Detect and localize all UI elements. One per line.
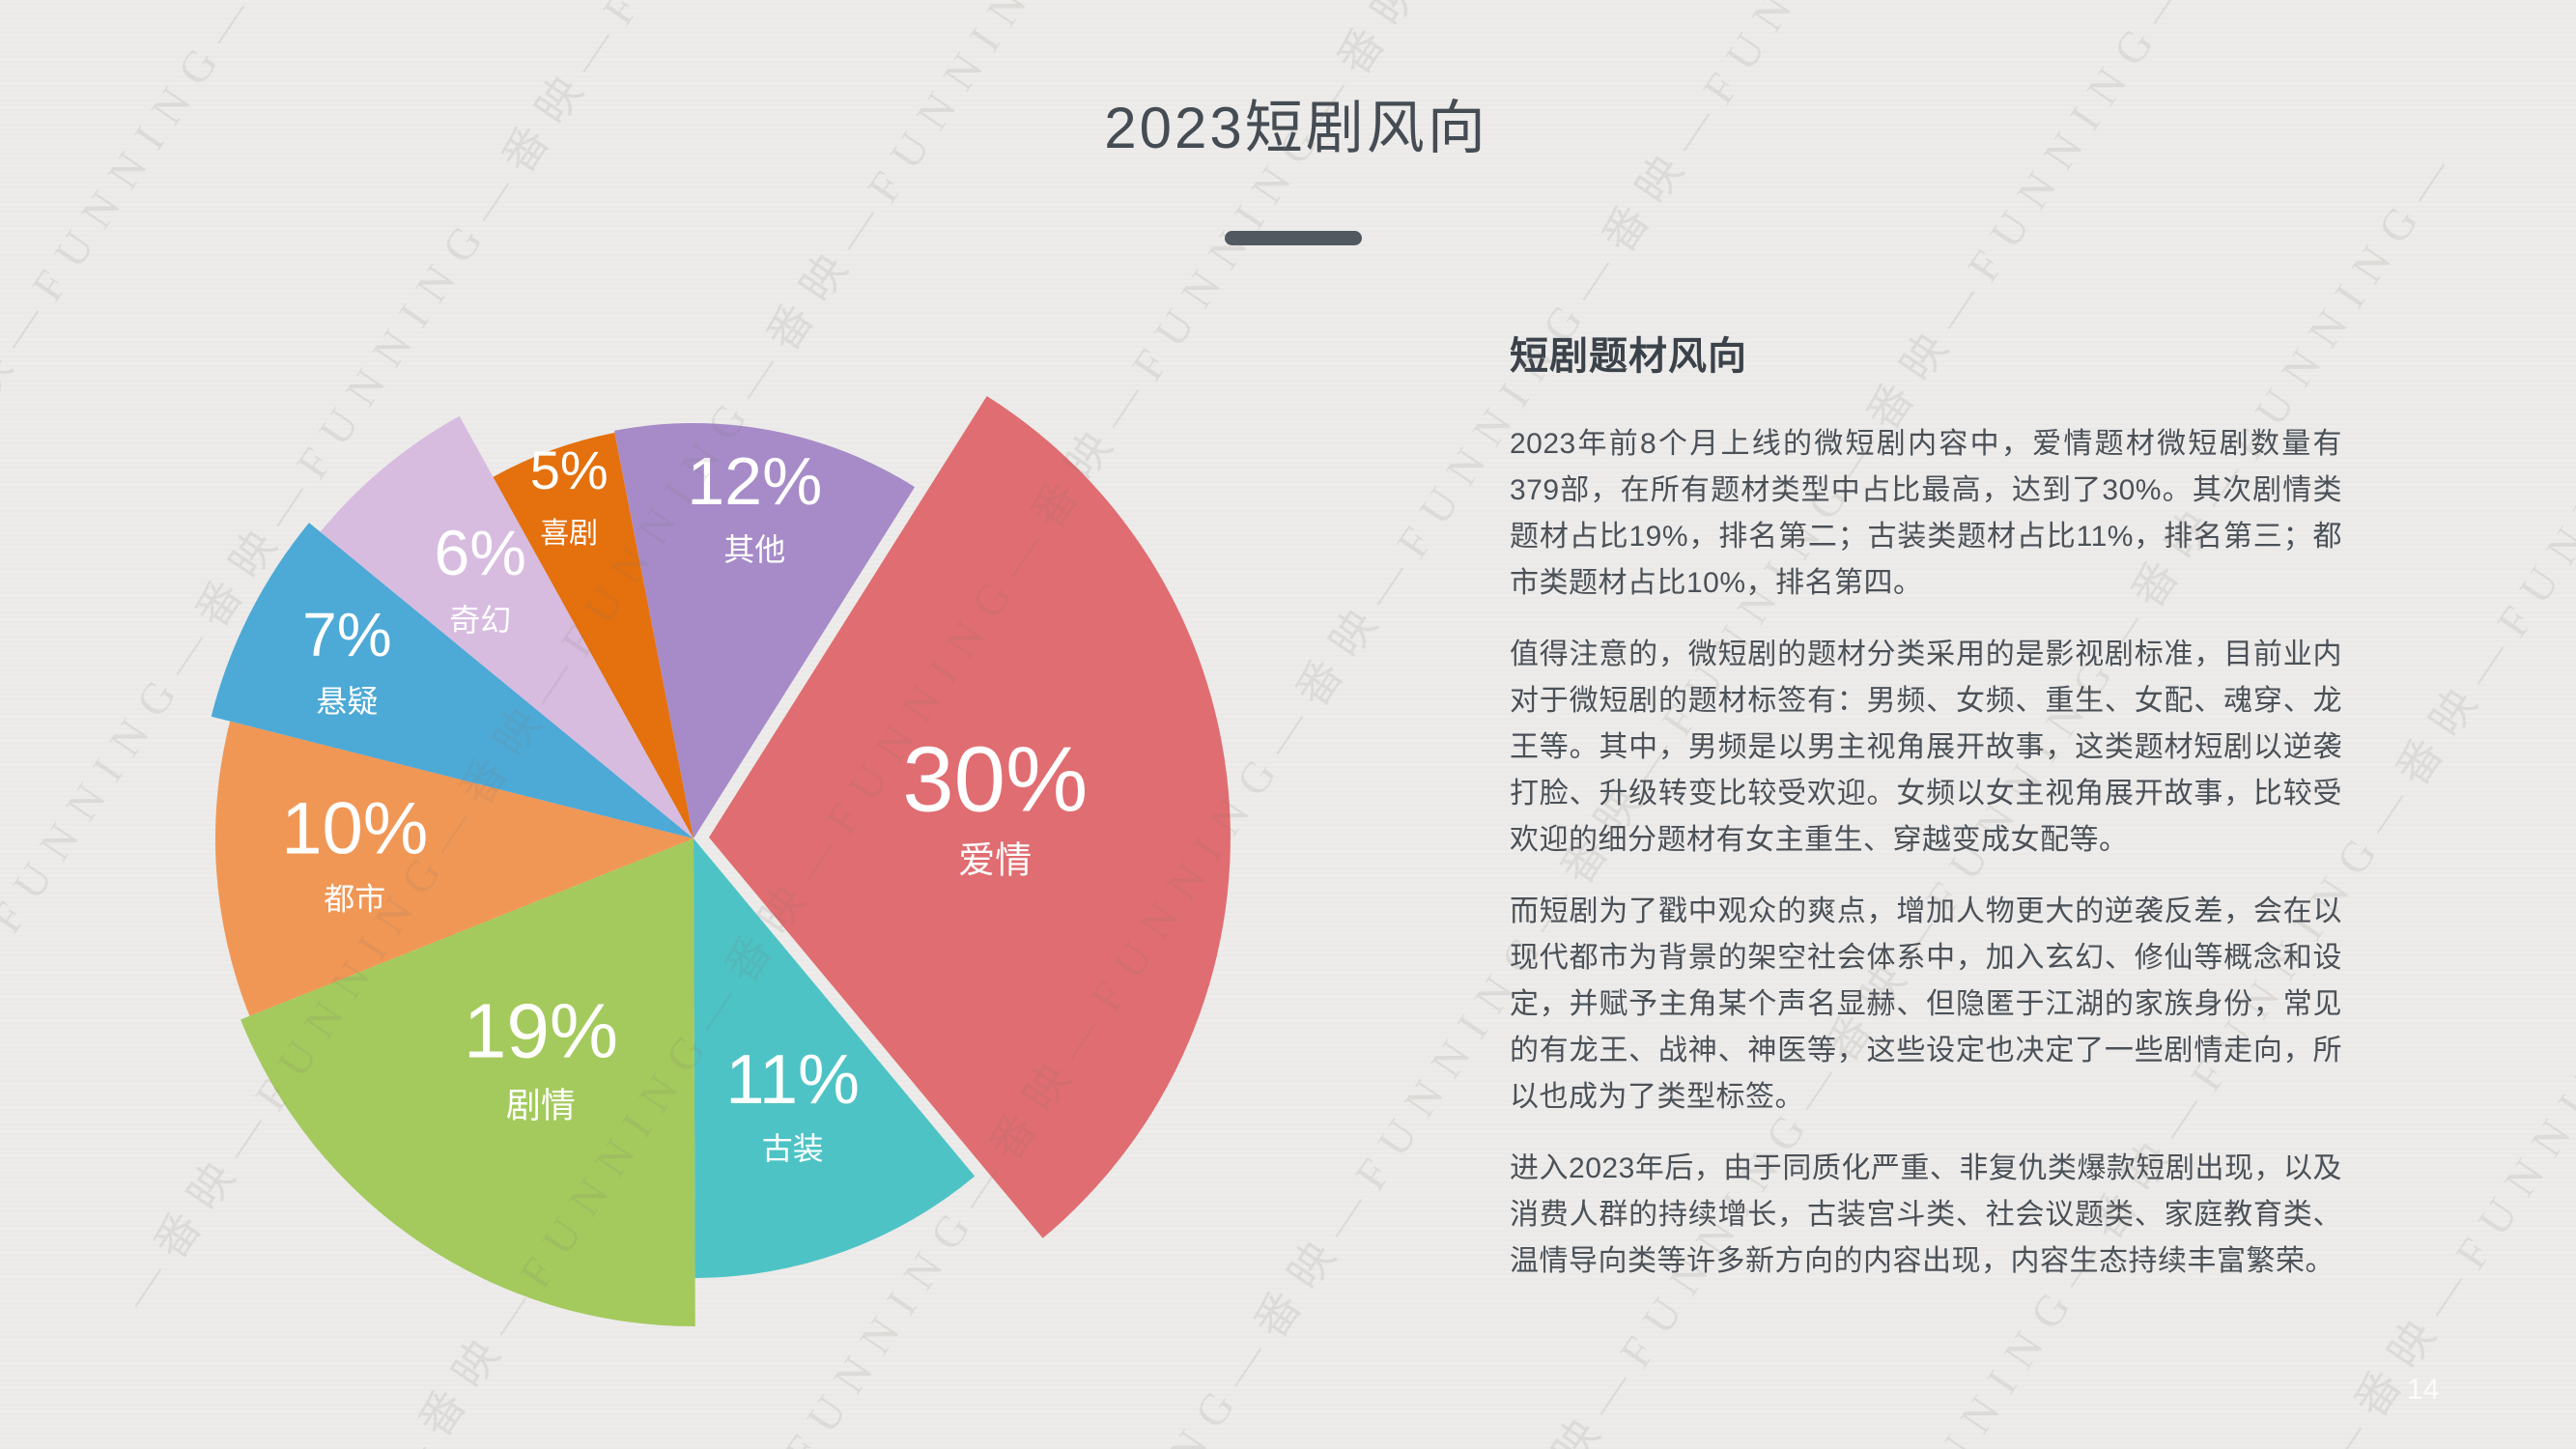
- pie-value-label-suspense: 7%: [302, 600, 392, 669]
- pie-slice-urban: [214, 721, 694, 1016]
- pie-name-label-romance: 爱情: [958, 840, 1032, 881]
- pie-value-label-fantasy: 6%: [435, 517, 526, 588]
- pie-value-label-costume: 11%: [725, 1041, 860, 1119]
- pie-value-label-drama: 19%: [464, 988, 618, 1074]
- page-title: 2023短剧风向: [1104, 96, 1488, 160]
- pie-label-suspense: 7% 悬疑: [302, 600, 392, 719]
- pie-label-romance: 30% 爱情: [902, 727, 1088, 881]
- pie-label-comedy: 5% 喜剧: [530, 440, 609, 550]
- article-paragraph: 值得注意的，微短剧的题材分类采用的是影视剧标准，目前业内对于微短剧的题材标签有：…: [1510, 639, 2342, 856]
- pie-label-costume: 11% 古装: [725, 1041, 860, 1166]
- pie-slice-costume: [694, 838, 976, 1278]
- article-heading: 短剧题材风向: [1510, 335, 1747, 378]
- pie-label-fantasy: 6% 奇幻: [435, 517, 526, 638]
- pie-slice-romance: [709, 396, 1231, 1238]
- title-underline: [1225, 231, 1362, 245]
- pie-name-label-urban: 都市: [324, 881, 385, 916]
- article-paragraph: 而短剧为了戳中观众的爽点，增加人物更大的逆袭反差，会在以现代都市为背景的架空社会…: [1510, 895, 2342, 1113]
- pie-slice-fantasy: [320, 415, 694, 838]
- pie-name-label-comedy: 喜剧: [540, 518, 598, 550]
- pie-name-label-suspense: 悬疑: [316, 684, 378, 719]
- article-paragraph: 2023年前8个月上线的微短剧内容中，爱情题材微短剧数量有379部，在所有题材类…: [1510, 428, 2342, 599]
- pie-value-label-other: 12%: [687, 443, 822, 519]
- pie-slice-drama: [241, 838, 695, 1327]
- pie-slice-suspense: [211, 523, 694, 838]
- pie-label-drama: 19% 剧情: [464, 988, 618, 1125]
- article-panel: 短剧题材风向 2023年前8个月上线的微短剧内容中，爱情题材微短剧数量有379部…: [1510, 325, 2342, 1310]
- pie-value-label-romance: 30%: [902, 727, 1088, 831]
- pie-label-other: 12% 其他: [687, 443, 822, 567]
- page-number: 14: [2407, 1374, 2440, 1406]
- pie-slice-comedy: [493, 432, 694, 838]
- pie-value-label-urban: 10%: [281, 787, 428, 869]
- pie-name-label-fantasy: 奇幻: [449, 603, 511, 638]
- pie-name-label-other: 其他: [723, 532, 785, 567]
- pie-name-label-drama: 剧情: [506, 1086, 576, 1125]
- article-paragraph: 进入2023年后，由于同质化严重、非复仇类爆款短剧出现，以及消费人群的持续增长，…: [1510, 1152, 2342, 1277]
- pie-value-label-comedy: 5%: [530, 440, 609, 500]
- pie-name-label-costume: 古装: [762, 1131, 824, 1166]
- pie-slice-other: [614, 423, 916, 838]
- pie-label-urban: 10% 都市: [281, 787, 428, 916]
